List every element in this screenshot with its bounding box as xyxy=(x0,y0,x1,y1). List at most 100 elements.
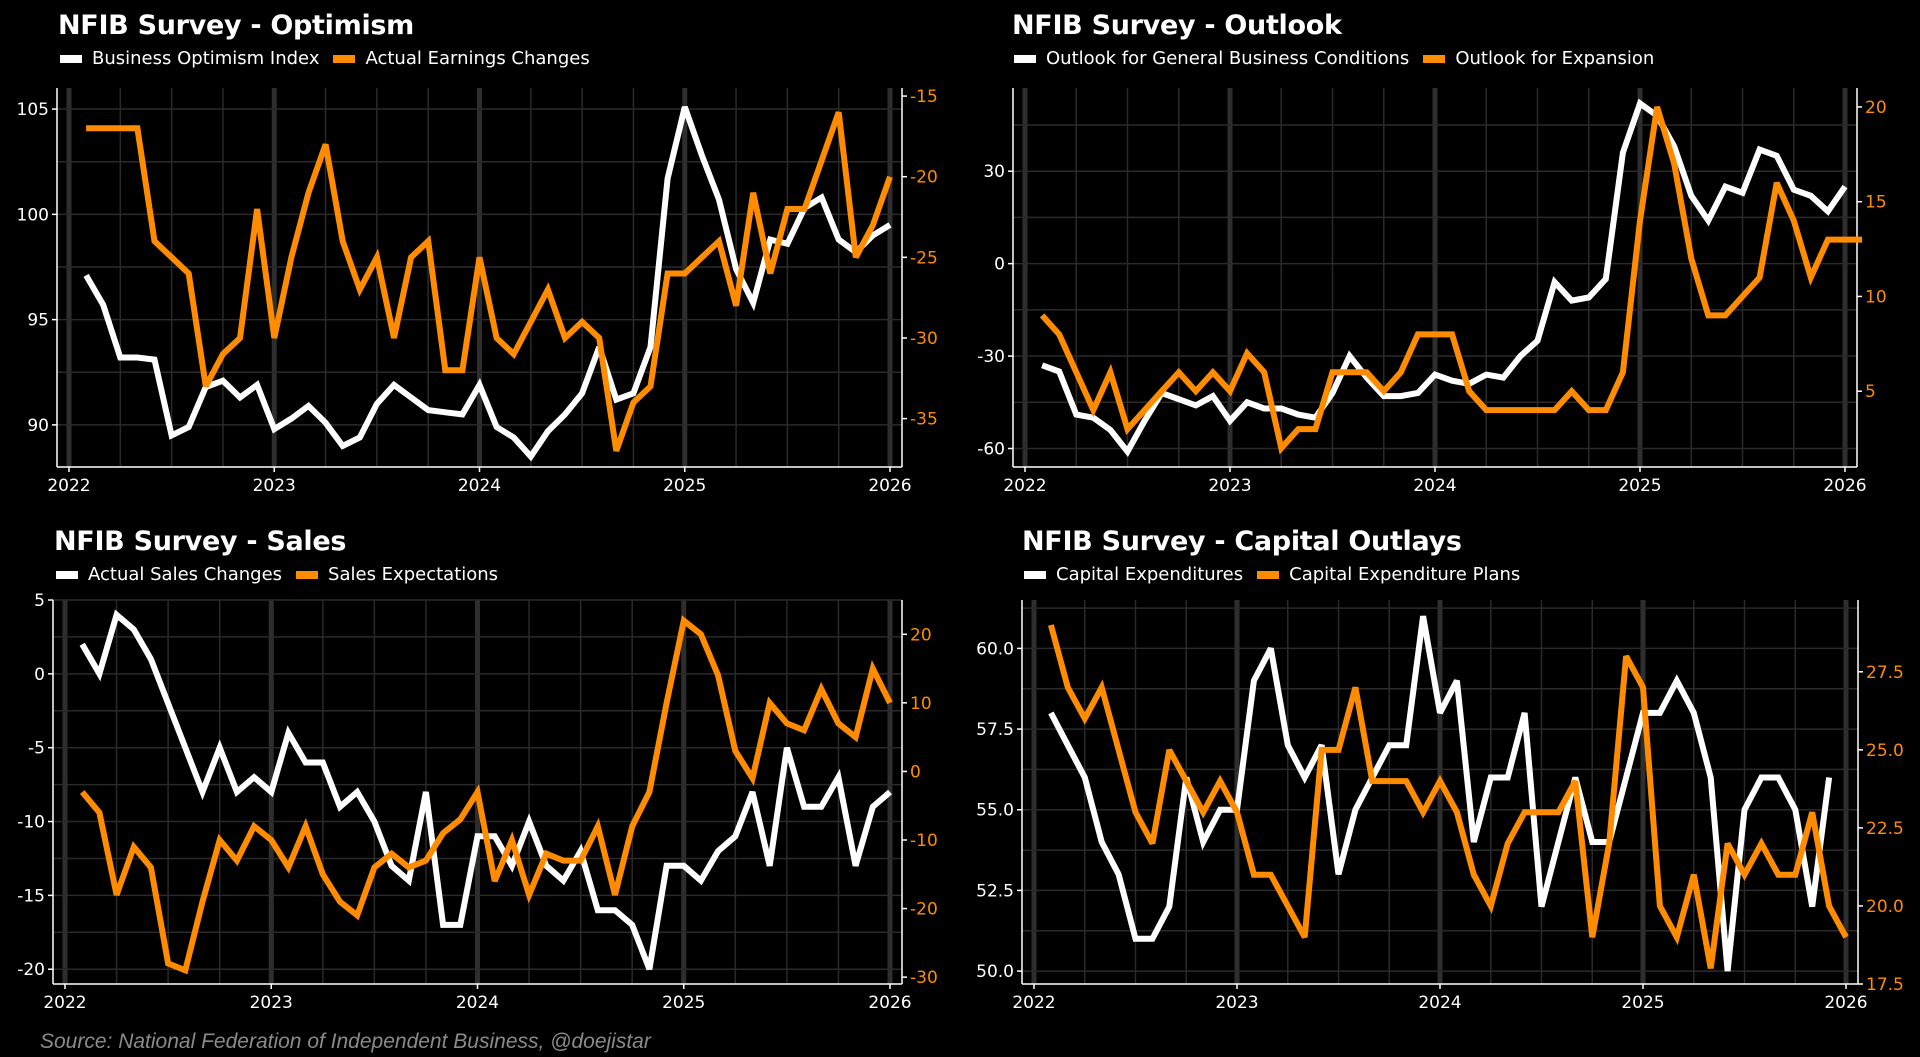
panel-capital-outlays: NFIB Survey - Capital Outlays Capital Ex… xyxy=(960,510,1920,1020)
left-tick-label: 30 xyxy=(983,162,1005,182)
legend-swatch-white xyxy=(1024,570,1046,579)
left-tick-label: -60 xyxy=(977,440,1005,460)
left-tick-label: -5 xyxy=(28,739,45,759)
legend-item: Sales Expectations xyxy=(296,564,498,585)
series-line-business-optimism-index xyxy=(83,106,892,462)
right-tick-label: 20 xyxy=(1865,98,1887,118)
legend-swatch-white xyxy=(1014,54,1036,63)
legend-item: Outlook for General Business Conditions xyxy=(1014,48,1409,69)
right-tick-label: 27.5 xyxy=(1866,663,1904,683)
left-tick-label: 57.5 xyxy=(976,720,1014,740)
left-tick-label: 5 xyxy=(34,591,45,611)
right-tick-label: -30 xyxy=(910,968,938,988)
legend-label: Actual Sales Changes xyxy=(88,564,283,585)
x-tick-label: 2026 xyxy=(868,476,911,496)
legend: Outlook for General Business Conditions … xyxy=(1014,48,1668,69)
legend: Actual Sales Changes Sales Expectations xyxy=(56,564,512,585)
panel-outlook: NFIB Survey - Outlook Outlook for Genera… xyxy=(960,0,1920,510)
right-tick-label: 5 xyxy=(1865,382,1876,402)
right-tick-label: 10 xyxy=(1865,287,1887,307)
x-tick-label: 2023 xyxy=(1208,476,1251,496)
legend-item: Actual Sales Changes xyxy=(56,564,282,585)
panel-optimism: NFIB Survey - Optimism Business Optimism… xyxy=(0,0,960,510)
x-tick-label: 2023 xyxy=(1215,993,1258,1013)
left-tick-label: 90 xyxy=(27,416,49,436)
left-tick-label: 50.0 xyxy=(976,962,1014,982)
x-tick-label: 2025 xyxy=(663,476,706,496)
left-tick-label: 100 xyxy=(17,205,49,225)
left-tick-label: 0 xyxy=(34,665,45,685)
series-line-sales-expectations xyxy=(79,615,893,975)
series-line-capital-expenditures xyxy=(1048,615,1833,972)
chart-outlook: -60 -30 0 30 5 10 15 20 2022 2023 2024 2025 2026 xyxy=(977,88,1887,496)
left-tick-label: 52.5 xyxy=(976,881,1014,901)
legend-item: Business Optimism Index xyxy=(60,48,319,69)
x-tick-label: 2023 xyxy=(250,993,293,1013)
right-tick-label: -10 xyxy=(910,831,938,851)
right-tick-label: -25 xyxy=(910,248,938,268)
chart-capital-outlays: 50.0 52.5 55.0 57.5 60.0 17.5 20.0 22.5 25.0 27.5… xyxy=(976,600,1904,1013)
x-tick-label: 2024 xyxy=(456,993,499,1013)
x-tick-label: 2024 xyxy=(458,476,501,496)
legend: Business Optimism Index Actual Earnings … xyxy=(60,48,604,69)
legend-label: Sales Expectations xyxy=(328,564,499,585)
x-tick-label: 2024 xyxy=(1413,476,1456,496)
x-tick-label: 2024 xyxy=(1418,993,1461,1013)
x-tick-label: 2022 xyxy=(1012,993,1055,1013)
series-line-outlook-for-general-business-conditions xyxy=(1041,98,1848,457)
legend-label: Outlook for General Business Conditions xyxy=(1046,48,1410,69)
left-tick-label: -30 xyxy=(977,347,1005,367)
left-tick-label: -10 xyxy=(17,813,45,833)
right-tick-label: 17.5 xyxy=(1866,975,1904,995)
left-tick-label: 105 xyxy=(17,100,49,120)
chart-sales: -20 -15 -10 -5 0 5 -30 -20 -10 0 10 20 2022 2023 2024 2… xyxy=(17,591,938,1013)
legend-swatch-orange xyxy=(1257,570,1280,579)
left-tick-label: 55.0 xyxy=(976,801,1014,821)
legend-item: Actual Earnings Changes xyxy=(333,48,590,69)
right-tick-label: 15 xyxy=(1865,193,1887,213)
x-tick-label: 2022 xyxy=(43,993,86,1013)
legend-swatch-orange xyxy=(333,54,356,63)
left-tick-label: -20 xyxy=(17,960,45,980)
chart-title: NFIB Survey - Sales xyxy=(54,526,347,557)
x-tick-label: 2026 xyxy=(1823,476,1866,496)
legend-label: Actual Earnings Changes xyxy=(365,48,590,69)
legend-label: Capital Expenditures xyxy=(1056,564,1244,585)
left-tick-label: 95 xyxy=(27,311,49,331)
right-tick-label: -20 xyxy=(910,168,938,188)
panel-sales: NFIB Survey - Sales Actual Sales Changes… xyxy=(0,510,960,1020)
right-tick-label: -30 xyxy=(910,329,938,349)
legend: Capital Expenditures Capital Expenditure… xyxy=(1024,564,1534,585)
series-line-outlook-for-expansion xyxy=(1039,106,1863,455)
right-tick-label: 10 xyxy=(910,694,932,714)
x-tick-label: 2026 xyxy=(1824,993,1867,1013)
source-note: Source: National Federation of Independe… xyxy=(40,1030,651,1053)
right-tick-label: 22.5 xyxy=(1866,819,1904,839)
legend-swatch-orange xyxy=(296,570,319,579)
legend-item: Capital Expenditures xyxy=(1024,564,1243,585)
legend-swatch-white xyxy=(56,570,78,579)
series-line-actual-sales-changes xyxy=(79,609,892,971)
left-tick-label: -15 xyxy=(17,886,45,906)
x-tick-label: 2025 xyxy=(662,993,705,1013)
chart-title: NFIB Survey - Optimism xyxy=(58,10,415,41)
x-tick-label: 2026 xyxy=(868,993,911,1013)
right-tick-label: -35 xyxy=(910,410,938,430)
x-tick-label: 2025 xyxy=(1621,993,1664,1013)
left-tick-label: 0 xyxy=(994,255,1005,275)
right-tick-label: -15 xyxy=(910,87,938,107)
legend-item: Outlook for Expansion xyxy=(1423,48,1654,69)
series-line-actual-earnings-changes xyxy=(86,111,893,452)
chart-optimism: 90 95 100 105 -35 -30 -25 -20 -15 2022 2023 2024 202… xyxy=(17,87,938,496)
legend-item: Capital Expenditure Plans xyxy=(1257,564,1520,585)
legend-label: Business Optimism Index xyxy=(92,48,320,69)
legend-label: Capital Expenditure Plans xyxy=(1289,564,1521,585)
chart-title: NFIB Survey - Capital Outlays xyxy=(1022,526,1462,557)
legend-swatch-white xyxy=(60,54,82,63)
right-tick-label: 20.0 xyxy=(1866,897,1904,917)
x-tick-label: 2022 xyxy=(47,476,90,496)
legend-swatch-orange xyxy=(1423,54,1446,63)
left-tick-label: 60.0 xyxy=(976,639,1014,659)
right-tick-label: 0 xyxy=(910,762,921,782)
series-line-capital-expenditure-plans xyxy=(1048,624,1849,969)
